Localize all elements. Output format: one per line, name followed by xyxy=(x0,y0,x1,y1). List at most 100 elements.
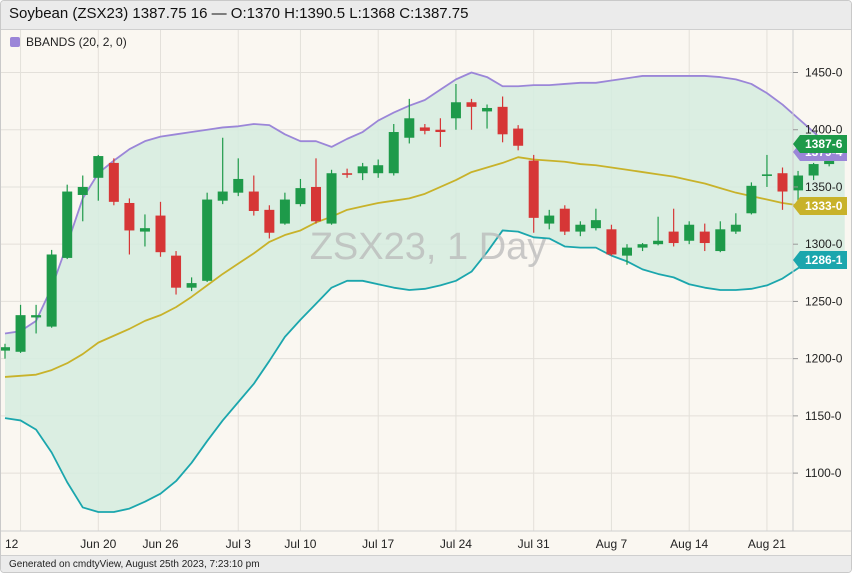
candle-body xyxy=(124,202,135,231)
candle[interactable] xyxy=(419,124,430,135)
axis-background xyxy=(793,30,851,555)
candle-body xyxy=(108,162,119,202)
y-tick-label: 1300-0 xyxy=(805,237,843,251)
candle[interactable] xyxy=(248,175,259,216)
candle[interactable] xyxy=(155,201,166,257)
candle[interactable] xyxy=(108,158,119,206)
candle-body xyxy=(77,186,88,195)
candle[interactable] xyxy=(31,304,42,334)
candle-body xyxy=(653,240,664,245)
candle[interactable] xyxy=(606,224,617,256)
candle[interactable] xyxy=(124,198,135,255)
candle[interactable] xyxy=(668,208,679,247)
price-tag: 1333-0 xyxy=(793,197,847,215)
candle[interactable] xyxy=(202,192,213,282)
candle-body xyxy=(497,106,508,135)
candle[interactable] xyxy=(528,154,539,233)
candle-body xyxy=(404,118,415,138)
candle[interactable] xyxy=(326,169,337,225)
candle-body xyxy=(699,231,710,244)
chart-header: Soybean (ZSX23) 1387.75 16 — O:1370 H:13… xyxy=(1,1,851,30)
chart-footer: Generated on cmdtyView, August 25th 2023… xyxy=(1,555,851,572)
x-tick-label: Jul 31 xyxy=(518,537,550,551)
candle-body xyxy=(186,283,197,288)
candle[interactable] xyxy=(637,243,648,252)
candle[interactable] xyxy=(482,104,493,129)
candle[interactable] xyxy=(233,158,244,197)
candle[interactable] xyxy=(466,98,477,130)
candle-body xyxy=(466,102,477,107)
candle[interactable] xyxy=(171,251,182,295)
x-tick-label: Jun 26 xyxy=(142,537,178,551)
candle[interactable] xyxy=(761,154,772,187)
x-tick-label: Jul 24 xyxy=(440,537,472,551)
candle[interactable] xyxy=(715,221,726,253)
candle[interactable] xyxy=(544,209,555,230)
x-tick-label: Jul 17 xyxy=(362,537,394,551)
indicator-legend[interactable]: BBANDS (20, 2, 0) xyxy=(10,34,127,50)
chart-watermark: ZSX23, 1 Day xyxy=(310,226,547,268)
candle-body xyxy=(668,231,679,244)
candle[interactable] xyxy=(699,223,710,252)
candle-body xyxy=(482,107,493,112)
candle[interactable] xyxy=(435,118,446,147)
candle[interactable] xyxy=(62,184,73,260)
price-tag: 1387-6 xyxy=(793,135,847,153)
candle[interactable] xyxy=(77,175,88,222)
candle[interactable] xyxy=(295,178,306,207)
candle[interactable] xyxy=(575,221,586,237)
bollinger-middle-line xyxy=(4,156,845,378)
candle[interactable] xyxy=(311,158,321,224)
candle[interactable] xyxy=(388,124,399,176)
candle[interactable] xyxy=(684,221,695,245)
candle[interactable] xyxy=(373,159,384,178)
candle[interactable] xyxy=(279,192,290,225)
candle[interactable] xyxy=(93,154,104,201)
time-axis: 12 Jun 20 Jun 26 Jul 3 Jul 10 Jul 17 Jul 24 Jul… xyxy=(5,537,786,551)
y-tick-label: 1200-0 xyxy=(805,352,843,366)
candle[interactable] xyxy=(777,167,788,210)
candle[interactable] xyxy=(357,162,368,181)
price-tag-shape xyxy=(793,251,847,269)
candle[interactable] xyxy=(404,98,415,144)
candle[interactable] xyxy=(808,162,819,181)
candle-body xyxy=(15,315,26,352)
candle[interactable] xyxy=(590,208,601,231)
candles-layer xyxy=(1,83,835,359)
candle[interactable] xyxy=(139,214,150,247)
candle[interactable] xyxy=(1,343,10,359)
candle[interactable] xyxy=(186,277,197,292)
candle-body xyxy=(388,132,399,174)
candle[interactable] xyxy=(217,137,228,205)
y-tick-label: 1450-0 xyxy=(805,66,843,80)
y-tick-label: 1250-0 xyxy=(805,294,843,308)
candle[interactable] xyxy=(653,216,664,246)
candle-body xyxy=(357,166,368,174)
candle-body xyxy=(575,224,586,232)
candle[interactable] xyxy=(559,205,570,236)
price-tag: 1286-1 xyxy=(793,251,847,269)
candle[interactable] xyxy=(513,125,524,151)
candle-body xyxy=(326,173,337,224)
chart-plot[interactable]: ZSX23, 1 Day 1100-0 1150-0 1200-0 1250-0 130… xyxy=(1,30,852,555)
x-tick-label: Jul 3 xyxy=(226,537,252,551)
candle-body xyxy=(777,173,788,192)
candle[interactable] xyxy=(746,182,757,215)
candle[interactable] xyxy=(342,168,353,178)
candle[interactable] xyxy=(46,249,57,328)
candle[interactable] xyxy=(450,83,461,130)
candle[interactable] xyxy=(264,205,275,239)
candle-body xyxy=(637,244,648,248)
candle-body xyxy=(730,224,741,232)
candle[interactable] xyxy=(15,304,26,353)
candle-body xyxy=(139,228,150,232)
candle[interactable] xyxy=(622,244,632,265)
x-tick-label: Aug 7 xyxy=(596,537,628,551)
legend-label: BBANDS (20, 2, 0) xyxy=(26,35,127,49)
candle[interactable] xyxy=(497,96,508,143)
price-tag-shape xyxy=(793,135,847,153)
candle[interactable] xyxy=(730,213,741,234)
y-tick-label: 1150-0 xyxy=(805,409,842,423)
